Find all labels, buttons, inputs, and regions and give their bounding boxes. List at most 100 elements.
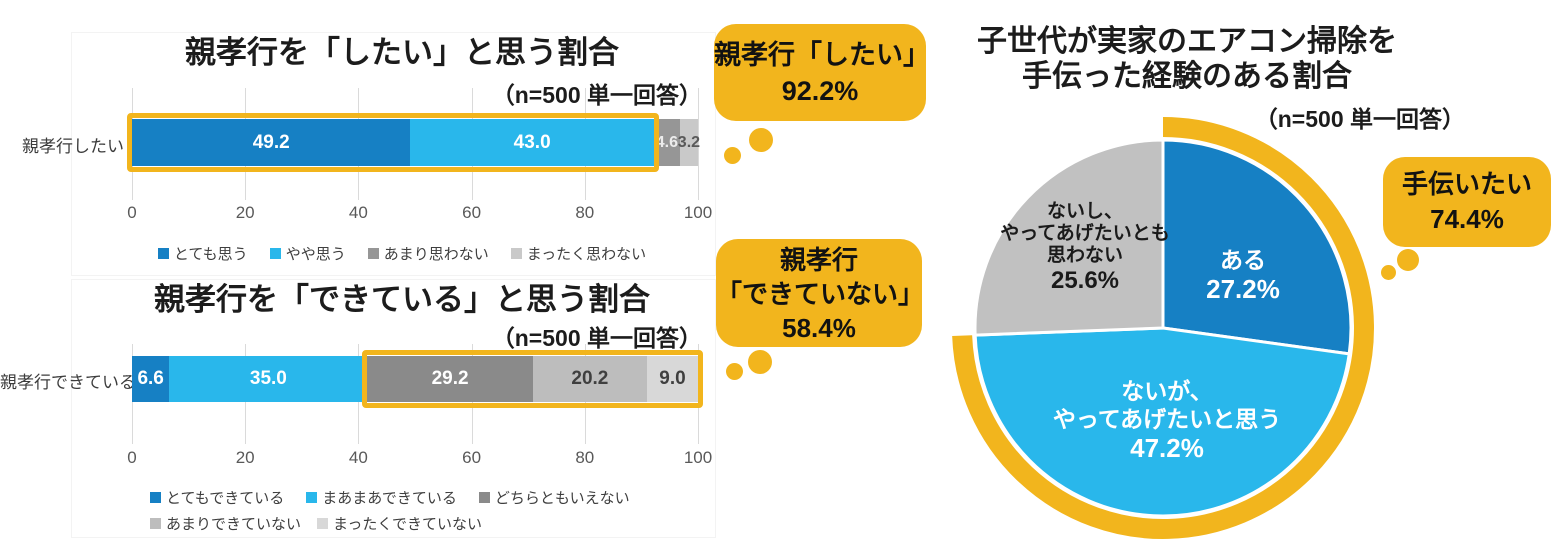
thought-dot-large [749,128,773,152]
bar-segment: 20.2 [532,356,648,402]
bar-segment: 9.0 [647,356,698,402]
legend-item: やや思う [269,243,346,264]
thought-dot-large [748,350,772,374]
legend-label: とても思う [173,246,248,263]
legend-item: あまり思わない [367,243,489,264]
legend-swatch [478,492,490,503]
bar-segment: 29.2 [367,356,533,402]
legend-item: どちらともいえない [478,487,630,508]
gridline [698,88,699,200]
bar-value-label: 20.2 [571,368,609,389]
bar-chart-want-category-label: 親孝行したい [22,137,124,156]
legend-item: まったく思わない [510,243,647,264]
thought-dot-small [1381,265,1396,280]
bar-value-label: 35.0 [249,368,287,389]
legend-swatch [269,248,281,259]
pie-slice-label-line: 思わない [1046,245,1123,266]
axis-tick-label: 100 [683,448,713,467]
highlight-outline [127,113,659,172]
bar-value-label: 43.0 [513,131,551,153]
callout-want-bubble: 親孝行「したい」 92.2% [714,24,930,121]
thought-dot-large [1397,249,1419,271]
callout-help-bubble: 手伝いたい 74.4% [1383,157,1551,247]
legend-label: あまり思わない [383,246,489,263]
pie-slice-label: ないし、 やってあげたいとも 思わない 25.6% [960,201,1210,295]
pie-slice [973,326,1351,518]
callout-want-percent: 92.2% [781,76,859,106]
bar-value-label: 6.6 [137,368,164,389]
pie-slice [973,138,1165,337]
pie-slice-label: ないが、 やってあげたいと思う 47.2% [1017,377,1317,463]
bar-value-label: 3.2 [677,133,701,151]
bar-chart-want-title: 親孝行を「したい」と思う割合 [185,35,619,70]
bar-chart-can-subtitle: （n=500 単一回答） [491,325,702,351]
legend-swatch [157,248,169,259]
pie-chart-subtitle: （n=500 単一回答） [1254,106,1465,132]
pie-chart-title-line2: 手伝った経験のある割合 [1022,60,1352,93]
legend-swatch [150,518,161,529]
axis-tick-label: 20 [235,448,255,467]
legend-label: まったくできていない [333,516,482,533]
legend-label: まあまあできている [322,490,457,507]
legend-item: とても思う [157,243,248,264]
pie-slice-label-line: やってあげたいと思う [1052,406,1282,432]
bar-chart-can-frame [71,279,716,538]
thought-dot-small [726,363,743,380]
callout-help-line1: 手伝いたい [1401,169,1532,199]
bar-value-label: 29.2 [431,368,469,389]
legend-label: やや思う [285,246,346,263]
legend-label: まったく思わない [526,246,647,263]
legend-label: どちらともいえない [494,490,630,507]
legend-item: まったくできていない [317,513,482,534]
bar-segment: 3.2 [677,119,701,166]
bar-chart-can-category-label: 親孝行できている [0,373,136,392]
stacked-bar: 6.6 35.0 29.2 20.2 9.0 [132,356,698,402]
bar-segment: 6.6 [132,356,170,402]
callout-cannot-percent: 58.4% [782,313,856,343]
pie-slice-label-line: ないし、 [1046,201,1123,222]
bar-chart-can-title: 親孝行を「できている」と思う割合 [154,282,650,317]
pie-slice [1161,138,1353,356]
axis-tick-label: 40 [348,203,368,222]
bar-segment: 49.2 [132,119,411,166]
axis-tick-label: 0 [127,448,137,467]
pie-slice-label-line: ある [1220,247,1266,273]
legend-swatch [510,248,522,259]
legend-swatch [367,248,379,259]
pie-slice-percent: 47.2% [1130,433,1204,463]
axis-tick-label: 20 [235,203,255,222]
pie-slice-label-line: ないが、 [1121,378,1213,404]
legend-row: とてもできている まあまあできている どちらともいえない [150,487,716,508]
bar-segment: 35.0 [169,356,368,402]
pie-slice-label: ある 27.2% [1163,246,1323,304]
legend-label: あまりできていない [166,516,302,533]
axis-tick-label: 80 [575,448,595,467]
pie-slice-label-line: やってあげたいとも [1000,223,1170,244]
axis-tick-label: 60 [462,448,482,467]
legend-swatch [150,492,161,503]
pie-chart [952,117,1374,539]
axis-tick-label: 100 [683,203,713,222]
callout-cannot-bubble: 親孝行 「できていない」 58.4% [716,239,925,347]
bar-value-label: 49.2 [252,131,290,153]
legend-item: あまりできていない [150,513,301,534]
bar-value-label: 9.0 [659,368,686,389]
stacked-bar: 49.2 43.0 4.6 3.2 [132,119,701,166]
legend-row: あまりできていない まったくできていない [150,513,716,534]
bar-segment: 43.0 [410,119,654,166]
pie-slice-percent: 27.2% [1206,274,1280,304]
callout-cannot-line2: 「できていない」 [716,279,925,309]
pie-chart-title-line1: 子世代が実家のエアコン掃除を [977,25,1397,58]
legend-item: とてもできている [150,487,284,508]
legend-swatch [306,492,318,503]
callout-cannot-line1: 親孝行 [779,245,858,275]
highlight-outline [362,350,703,408]
bar-value-label: 4.6 [655,133,678,151]
axis-tick-label: 80 [575,203,595,222]
callout-help-percent: 74.4% [1430,204,1504,234]
legend-swatch [317,518,329,529]
callout-want-line1: 親孝行「したい」 [714,40,930,70]
legend-label: とてもできている [166,490,285,507]
axis-tick-label: 0 [127,203,137,222]
